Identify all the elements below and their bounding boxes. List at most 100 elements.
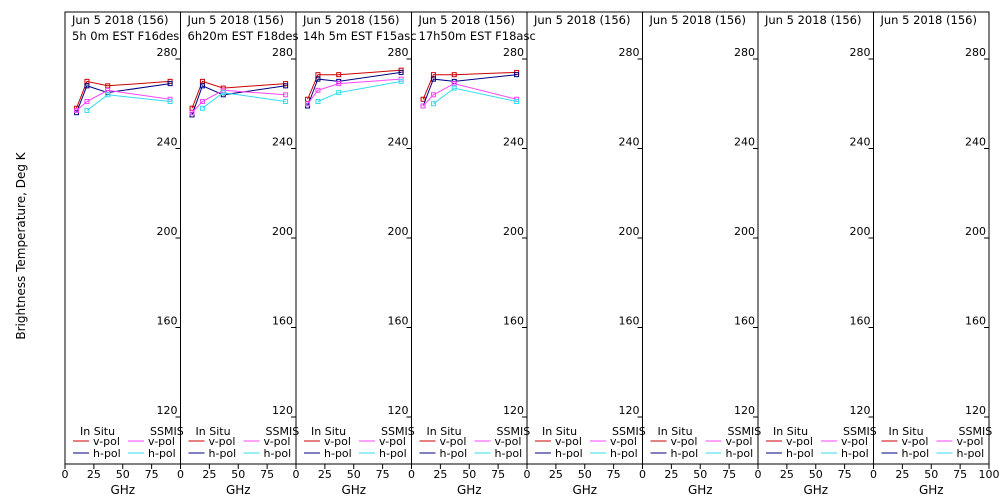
y-tick-label: 280 (850, 46, 871, 59)
legend-title-ssmis: SSMIS (266, 425, 300, 438)
x-tick-label: 100 (979, 468, 1000, 481)
data-point-ssmis_h (451, 85, 457, 91)
y-tick-label: 280 (388, 46, 409, 59)
x-tick-label: 25 (318, 468, 332, 481)
series-line-ssmis_h (86, 94, 171, 111)
legend-ssmis-hpol-label: h-pol (379, 447, 407, 460)
panel-frame (180, 11, 297, 465)
panel-frame (64, 11, 181, 465)
y-tick-label: 160 (619, 315, 640, 328)
x-axis-label: GHz (457, 483, 482, 497)
x-tick-label: 25 (895, 468, 909, 481)
legend-title-ssmis: SSMIS (150, 425, 184, 438)
panel-title-time: 14h 5m EST F15asc (303, 29, 417, 43)
y-tick-label: 200 (272, 225, 293, 238)
y-tick-label: 280 (272, 46, 293, 59)
y-tick-label: 160 (503, 315, 524, 328)
x-axis-label: GHz (226, 483, 251, 497)
y-tick-label: 120 (850, 404, 871, 417)
data-point-insitu_h (430, 76, 436, 82)
data-point-ssmis_h (514, 99, 520, 105)
legend-ssmis-vpol-label: v-pol (957, 435, 984, 448)
legend-ssmis-hpol-label: h-pol (841, 447, 869, 460)
legend-ssmis-hpol-label: h-pol (148, 447, 176, 460)
legend-title-ssmis: SSMIS (497, 425, 531, 438)
x-tick-label: 75 (838, 468, 852, 481)
legend-ssmis-vpol-label: v-pol (495, 435, 522, 448)
y-tick-label: 120 (619, 404, 640, 417)
legend-title-ssmis: SSMIS (612, 425, 646, 438)
x-axis-label: GHz (341, 483, 366, 497)
legend-ssmis-vpol-label: v-pol (148, 435, 175, 448)
x-tick-label: 0 (870, 468, 877, 481)
legend-insitu-hpol-label: h-pol (786, 447, 814, 460)
y-tick-label: 160 (850, 315, 871, 328)
legend-title-insitu: In Situ (427, 425, 462, 438)
x-tick-label: 50 (693, 468, 707, 481)
y-tick-label: 160 (272, 315, 293, 328)
panel-frame (642, 11, 759, 465)
data-point-insitu_h (315, 76, 321, 82)
x-tick-label: 50 (231, 468, 245, 481)
legend-title-ssmis: SSMIS (843, 425, 877, 438)
legend-insitu-hpol-label: h-pol (902, 447, 930, 460)
legend-ssmis-vpol-label: v-pol (379, 435, 406, 448)
legend-title-ssmis: SSMIS (381, 425, 415, 438)
panel-5: Jun 5 2018 (156) 120 160 200 240 280 0 25 50 75 GH… (524, 11, 646, 497)
legend-ssmis-vpol-label: v-pol (841, 435, 868, 448)
panel-title-date: Jun 5 2018 (156) (187, 13, 284, 27)
data-point-ssmis_v (336, 81, 342, 87)
legend-title-insitu: In Situ (311, 425, 346, 438)
data-point-insitu_h (398, 69, 404, 75)
y-tick-label: 280 (734, 46, 755, 59)
legend-insitu-hpol-label: h-pol (671, 447, 699, 460)
series-line-insitu_v (191, 80, 286, 109)
panel-title-date: Jun 5 2018 (156) (764, 13, 861, 27)
panel-title-date: Jun 5 2018 (156) (649, 13, 746, 27)
legend-ssmis-vpol-label: v-pol (726, 435, 753, 448)
x-tick-label: 0 (293, 468, 300, 481)
legend-title-insitu: In Situ (80, 425, 115, 438)
legend-insitu-hpol-label: h-pol (555, 447, 583, 460)
series-line-ssmis_v (191, 89, 286, 114)
y-tick-label: 240 (272, 136, 293, 149)
y-tick-label: 280 (157, 46, 178, 59)
x-tick-label: 50 (462, 468, 476, 481)
x-axis-label: GHz (919, 483, 944, 497)
data-point-insitu_h (199, 83, 205, 89)
panel-8: Jun 5 2018 (156) 120 160 200 240 280 0 25 50 75 10… (870, 11, 1000, 497)
x-tick-label: 0 (755, 468, 762, 481)
legend-insitu-vpol-label: v-pol (93, 435, 120, 448)
panel-frame (757, 11, 874, 465)
data-point-ssmis_v (199, 99, 205, 105)
panel-title-date: Jun 5 2018 (156) (880, 13, 977, 27)
data-point-ssmis_h (84, 107, 90, 113)
legend-title-insitu: In Situ (196, 425, 231, 438)
data-point-ssmis_v (283, 92, 289, 98)
series-line-ssmis_v (307, 78, 402, 105)
x-tick-label: 75 (953, 468, 967, 481)
legend-insitu-hpol-label: h-pol (324, 447, 352, 460)
series-line-insitu_h (191, 85, 286, 116)
panel-title-date: Jun 5 2018 (156) (418, 13, 515, 27)
x-axis-label: GHz (110, 483, 135, 497)
y-tick-label: 240 (850, 136, 871, 149)
y-tick-label: 240 (388, 136, 409, 149)
data-point-ssmis_h (167, 99, 173, 105)
legend-insitu-vpol-label: v-pol (440, 435, 467, 448)
panel-frame (526, 11, 643, 465)
x-tick-label: 25 (202, 468, 216, 481)
y-tick-label: 200 (734, 225, 755, 238)
data-point-insitu_v (336, 72, 342, 78)
data-point-ssmis_v (305, 101, 311, 107)
data-point-ssmis_v (84, 99, 90, 105)
y-tick-label: 240 (734, 136, 755, 149)
series-line-ssmis_h (202, 92, 286, 109)
x-tick-label: 0 (408, 468, 415, 481)
panel-2: Jun 5 2018 (156) 6h20m EST F18des 120 160 20… (177, 11, 300, 497)
data-point-insitu_h (514, 72, 520, 78)
legend-title-insitu: In Situ (889, 425, 924, 438)
data-point-ssmis_v (420, 103, 426, 109)
y-tick-label: 240 (965, 136, 986, 149)
x-tick-label: 75 (145, 468, 159, 481)
